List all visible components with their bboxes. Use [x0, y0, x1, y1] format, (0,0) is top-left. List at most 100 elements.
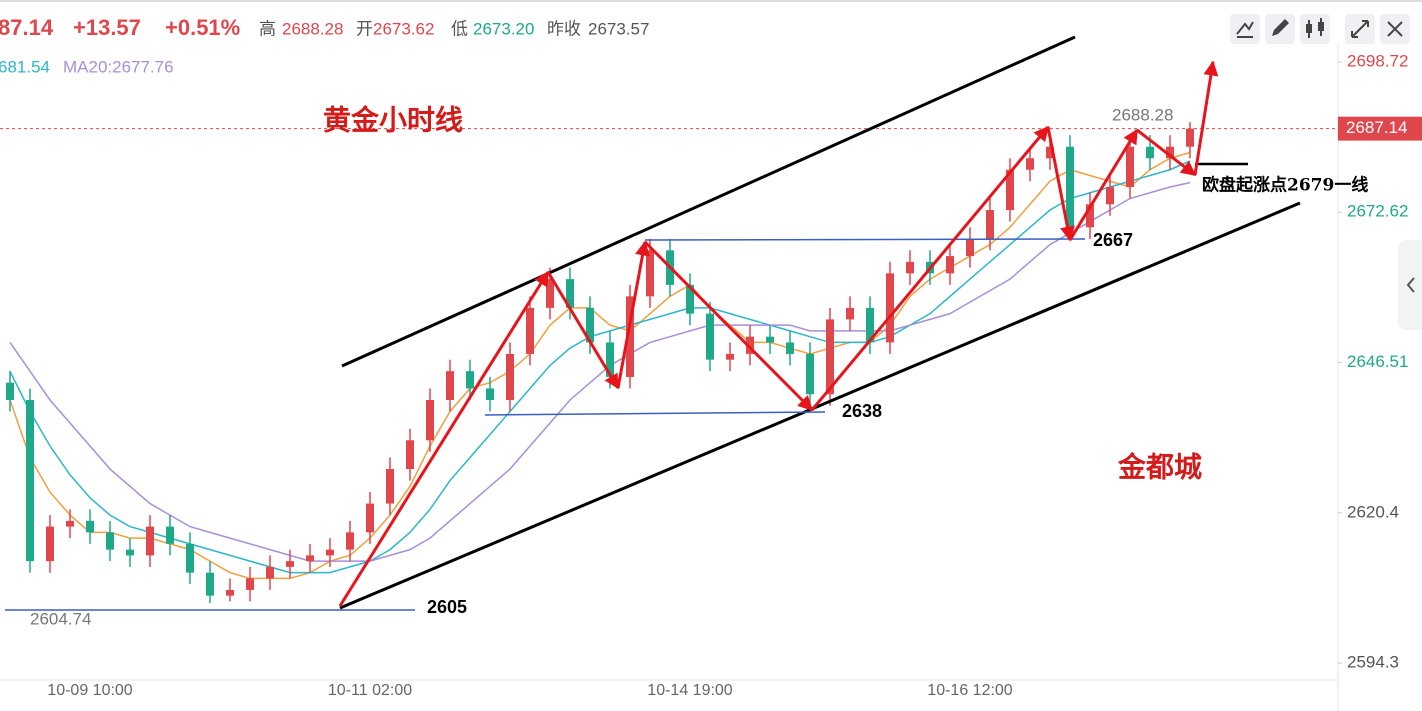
tool-button[interactable] — [1300, 14, 1330, 44]
ma-line — [9, 151, 1191, 580]
arrow — [1068, 128, 1139, 241]
annotation-price: 2667 — [1093, 230, 1133, 250]
y-tick-label: 2698.72 — [1347, 51, 1408, 70]
candle-body — [526, 307, 534, 354]
tool-icon — [1387, 21, 1403, 37]
last-price-tag — [1338, 116, 1422, 141]
tool-icon — [1318, 22, 1324, 31]
candle-body — [386, 469, 394, 504]
ma-line — [9, 160, 1191, 574]
channel-line — [339, 201, 1301, 610]
tool-icon — [1272, 19, 1289, 36]
value: 2673.20 — [473, 19, 534, 38]
value: 2673.57 — [588, 19, 649, 38]
candle-body — [1026, 158, 1034, 170]
support-line — [484, 411, 826, 416]
annotation-price: 2638 — [842, 401, 882, 421]
x-tick-label: 10-16 12:00 — [927, 682, 1013, 699]
candle-body — [1106, 187, 1114, 205]
arrow — [1046, 126, 1075, 242]
candle-body — [706, 313, 714, 360]
drawings: 黄金小时线 金都城 2605 2638 2667 欧盘起涨点2679一线 268… — [5, 35, 1368, 628]
candle-body — [306, 555, 314, 562]
candle-body — [1006, 169, 1014, 211]
tool-icon — [1236, 21, 1254, 38]
candle-body — [366, 503, 374, 533]
candle-body — [186, 543, 194, 573]
candle-body — [806, 353, 814, 395]
candle-body — [726, 353, 734, 360]
change-pct: +0.51% — [165, 15, 240, 40]
candle-body — [46, 526, 54, 562]
annotation-title: 黄金小时线 — [323, 104, 463, 137]
candle-body — [846, 307, 854, 320]
candle-body — [906, 261, 914, 274]
candle-body — [406, 440, 414, 470]
candle-body — [586, 307, 594, 343]
candle-body — [146, 526, 154, 556]
candle-body — [826, 319, 834, 395]
tool-icon — [1351, 20, 1369, 38]
label: 高 — [259, 19, 276, 38]
y-tick-label: 2620.4 — [1347, 502, 1399, 521]
value: 2688.28 — [282, 19, 343, 38]
arrow — [643, 240, 814, 412]
arrow — [1193, 60, 1219, 176]
candle-body — [446, 371, 454, 400]
candle-body — [686, 284, 694, 314]
candle-body — [886, 273, 894, 343]
candle-body — [1046, 146, 1054, 159]
ma-label: MA20:2677.76 — [63, 57, 174, 76]
support-line — [644, 238, 1086, 241]
label: 开 — [356, 19, 373, 38]
candle-body — [766, 336, 774, 343]
x-tick-label: 10-14 19:00 — [647, 682, 733, 699]
candle-body — [626, 296, 634, 377]
ma-line — [9, 181, 1191, 562]
y-tick-label: 2594.3 — [1347, 653, 1399, 672]
candle-body — [466, 371, 474, 389]
annotation-price: 2605 — [427, 597, 467, 617]
candle-body — [1146, 146, 1154, 159]
candle-body — [946, 256, 954, 274]
candle-body — [86, 520, 94, 533]
low-mark: 2604.74 — [30, 609, 91, 628]
tool-icon — [1306, 24, 1312, 33]
value: 2673.62 — [373, 19, 434, 38]
arrow — [616, 240, 650, 389]
annotation-note: 欧盘起涨点2679一线 — [1202, 175, 1368, 196]
change: +13.57 — [73, 15, 141, 40]
tool-button[interactable] — [1230, 14, 1260, 44]
arrow — [1136, 128, 1197, 177]
label: 昨收 — [547, 19, 581, 38]
candle-body — [606, 342, 614, 377]
candle-body — [786, 342, 794, 354]
high-mark: 2688.28 — [1112, 105, 1173, 124]
candle-body — [26, 399, 34, 562]
collapse-button[interactable] — [1398, 240, 1422, 330]
candle-body — [326, 549, 334, 556]
candle-body — [246, 578, 254, 590]
candle-body — [426, 399, 434, 441]
candle-body — [66, 520, 74, 527]
channel-line — [341, 35, 1076, 368]
candle-body — [486, 388, 494, 400]
arrow — [546, 271, 620, 390]
candle-body — [1066, 146, 1074, 228]
candle-body — [566, 279, 574, 308]
candle-body — [126, 549, 134, 556]
candle-body — [6, 382, 14, 400]
candle-body — [986, 210, 994, 239]
candle-body — [746, 336, 754, 354]
candle-body — [966, 238, 974, 257]
annotation-brand: 金都城 — [1117, 451, 1202, 484]
candle-body — [206, 572, 214, 596]
candle-body — [1126, 146, 1134, 188]
candle-body — [286, 561, 294, 567]
toolbar — [1230, 14, 1422, 330]
candle-body — [866, 307, 874, 343]
candle-body — [546, 279, 554, 308]
candle-body — [646, 250, 654, 297]
ma-label: 681.54 — [0, 57, 50, 76]
